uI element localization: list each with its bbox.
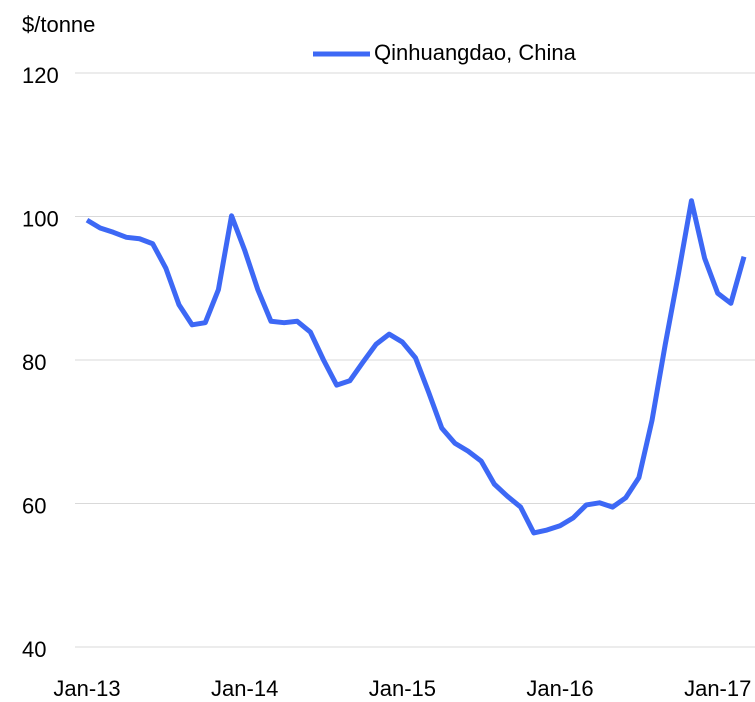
x-tick-label: Jan-17	[684, 676, 751, 701]
y-axis-label: $/tonne	[22, 12, 95, 37]
y-tick-label: 80	[22, 350, 46, 375]
x-tick-label: Jan-13	[53, 676, 120, 701]
x-tick-label: Jan-15	[369, 676, 436, 701]
y-tick-label: 60	[22, 493, 46, 518]
legend-label: Qinhuangdao, China	[374, 40, 577, 65]
y-tick-label: 100	[22, 206, 59, 231]
y-tick-label: 40	[22, 637, 46, 662]
data-line	[85, 198, 747, 536]
y-tick-label: 120	[22, 63, 59, 88]
x-tick-label: Jan-14	[211, 676, 278, 701]
x-tick-label: Jan-16	[526, 676, 593, 701]
